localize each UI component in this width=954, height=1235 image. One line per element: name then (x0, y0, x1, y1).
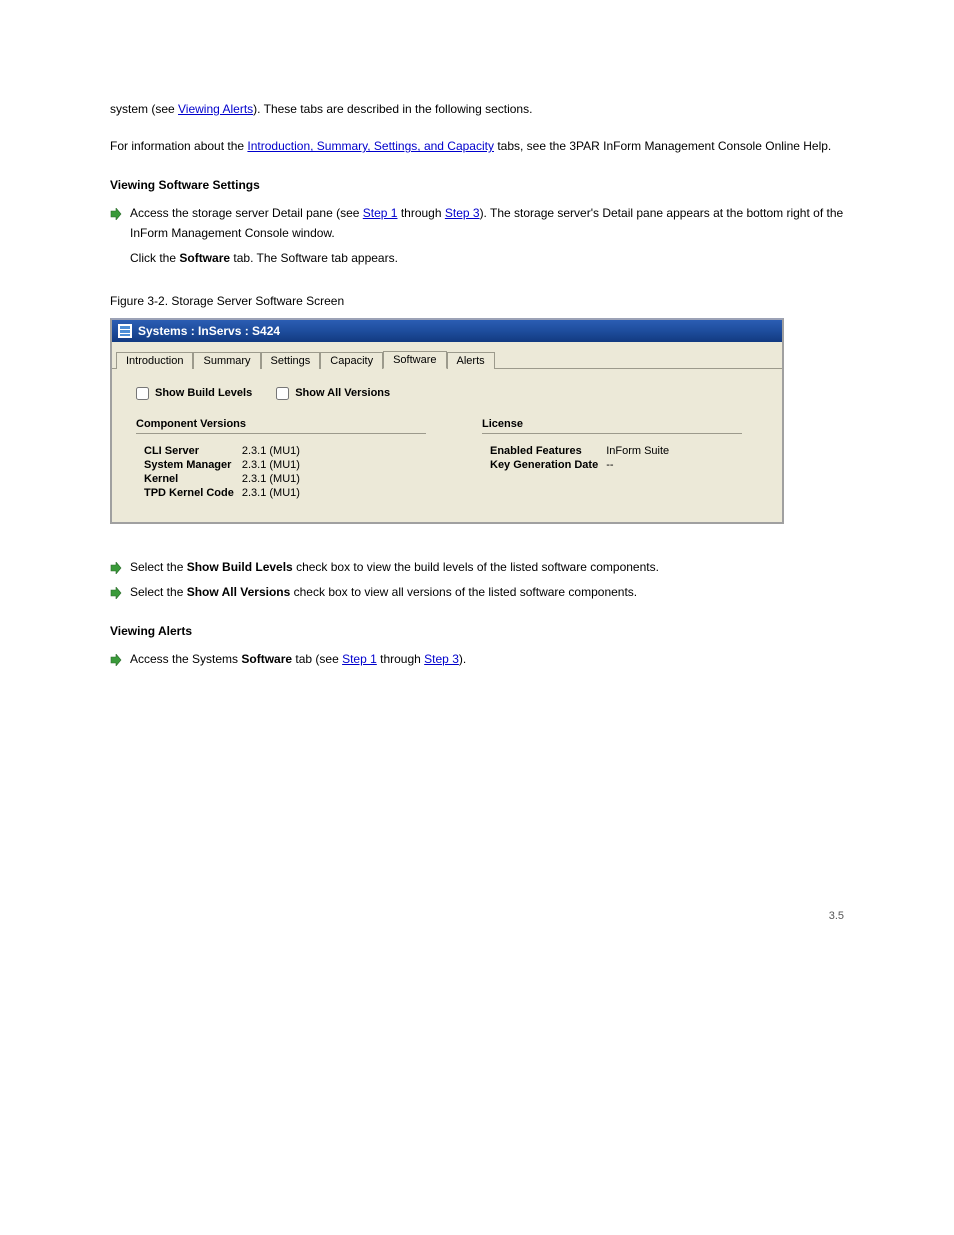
tab-settings[interactable]: Settings (261, 352, 321, 369)
text: For information about the (110, 139, 247, 153)
arrow-icon (110, 653, 122, 665)
link-step-3-alerts[interactable]: Step 3 (424, 652, 459, 666)
note-build-levels: Select the Show Build Levels check box t… (130, 558, 844, 577)
table-row: Kernel2.3.1 (MU1) (136, 472, 308, 486)
tab-software[interactable]: Software (383, 351, 446, 369)
link-step-1-alerts[interactable]: Step 1 (342, 652, 377, 666)
heading-viewing-alerts: Viewing Alerts (110, 624, 844, 638)
group-license: License Enabled FeaturesInForm Suite Key… (482, 418, 742, 500)
software-screenshot-window: Systems : InServs : S424 Introduction Su… (110, 318, 784, 524)
group-component-versions: Component Versions CLI Server2.3.1 (MU1)… (136, 418, 426, 500)
tab-summary[interactable]: Summary (193, 352, 260, 369)
table-row: TPD Kernel Code2.3.1 (MU1) (136, 486, 308, 500)
arrow-icon (110, 207, 122, 219)
link-tabs-reference[interactable]: Introduction, Summary, Settings, and Cap… (247, 139, 494, 153)
arrow-icon (110, 561, 122, 573)
figure-caption: Figure 3-2. Storage Server Software Scre… (110, 294, 844, 308)
window-titlebar: Systems : InServs : S424 (112, 320, 782, 342)
link-step-1[interactable]: Step 1 (363, 206, 398, 220)
checkbox-show-all-versions[interactable]: Show All Versions (276, 387, 390, 400)
table-row: Key Generation Date-- (482, 458, 677, 472)
tab-alerts[interactable]: Alerts (447, 352, 495, 369)
checkbox-build-input[interactable] (136, 387, 149, 400)
page-number: 3.5 (110, 910, 844, 922)
text: system (see (110, 102, 178, 116)
license-table: Enabled FeaturesInForm Suite Key Generat… (482, 444, 677, 472)
arrow-icon (110, 586, 122, 598)
checkbox-all-label: Show All Versions (295, 387, 390, 399)
alerts-step-text: Access the Systems Software tab (see Ste… (130, 650, 844, 669)
table-row: Enabled FeaturesInForm Suite (482, 444, 677, 458)
step-2-text: Click the Software tab. The Software tab… (130, 249, 844, 268)
software-panel: Show Build Levels Show All Versions Comp… (112, 369, 782, 522)
group-title-versions: Component Versions (136, 418, 426, 434)
heading-viewing-software: Viewing Software Settings (110, 178, 844, 192)
checkbox-show-build-levels[interactable]: Show Build Levels (136, 387, 252, 400)
link-step-3[interactable]: Step 3 (445, 206, 480, 220)
tabstrip: Introduction Summary Settings Capacity S… (112, 342, 782, 369)
checkbox-build-label: Show Build Levels (155, 387, 252, 399)
text: ). These tabs are described in the follo… (253, 102, 532, 116)
tab-introduction[interactable]: Introduction (116, 352, 193, 369)
app-icon (118, 324, 132, 338)
intro-paragraph-2: For information about the Introduction, … (110, 137, 844, 156)
window-title: Systems : InServs : S424 (138, 324, 280, 338)
step-1-text: Access the storage server Detail pane (s… (130, 204, 844, 242)
text: tabs, see the 3PAR InForm Management Con… (494, 139, 831, 153)
table-row: CLI Server2.3.1 (MU1) (136, 444, 308, 458)
checkbox-all-input[interactable] (276, 387, 289, 400)
versions-table: CLI Server2.3.1 (MU1) System Manager2.3.… (136, 444, 308, 500)
intro-paragraph-1: system (see Viewing Alerts). These tabs … (110, 100, 844, 119)
tab-capacity[interactable]: Capacity (320, 352, 383, 369)
table-row: System Manager2.3.1 (MU1) (136, 458, 308, 472)
note-all-versions: Select the Show All Versions check box t… (130, 583, 844, 602)
link-viewing-alerts[interactable]: Viewing Alerts (178, 102, 253, 116)
group-title-license: License (482, 418, 742, 434)
